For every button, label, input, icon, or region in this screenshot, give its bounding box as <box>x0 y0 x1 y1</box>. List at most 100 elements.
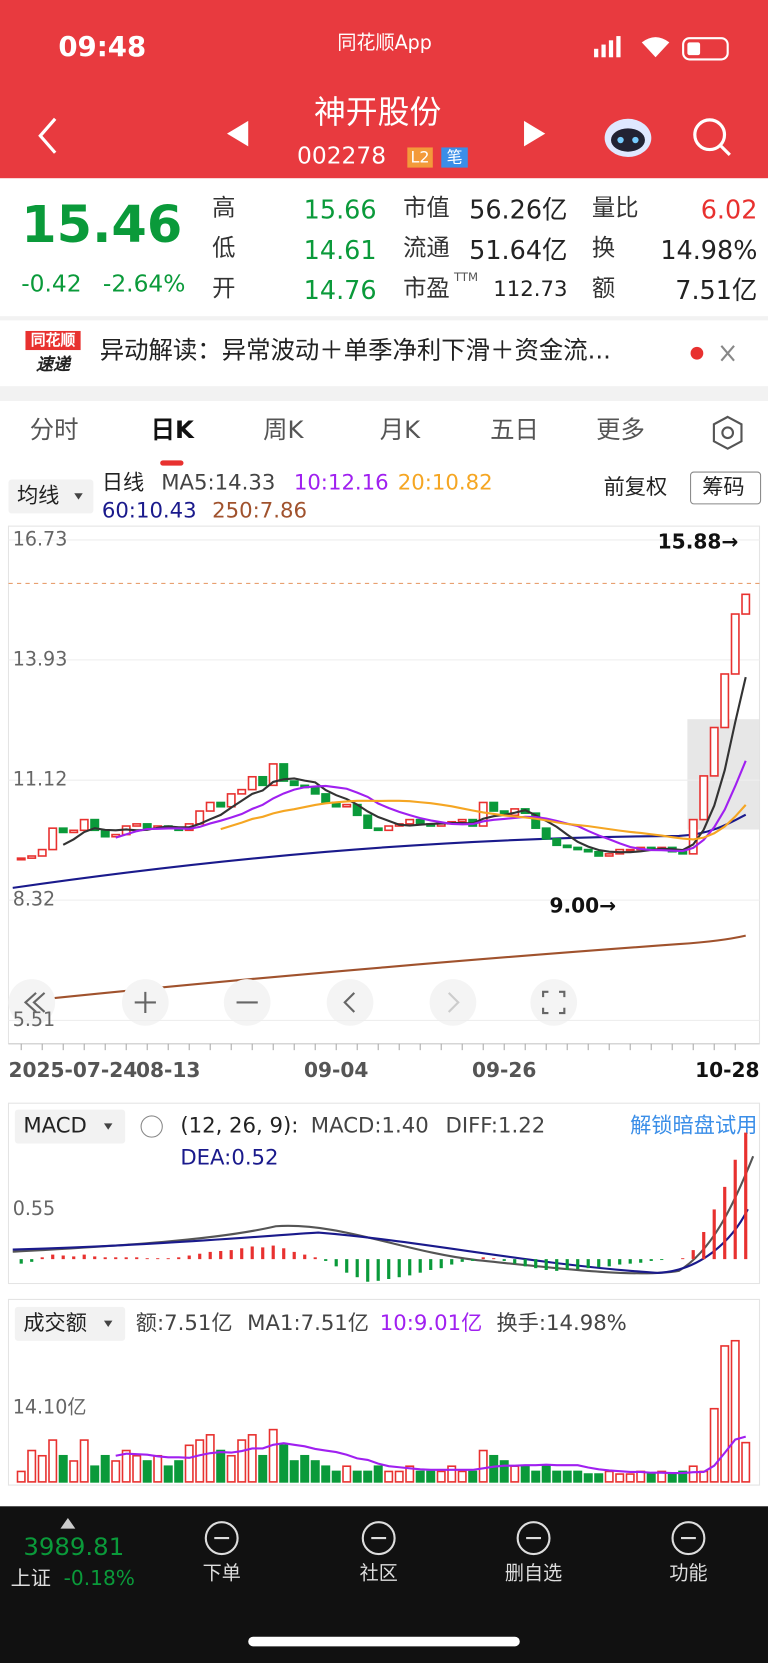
volume-bar <box>352 1470 362 1483</box>
volume-ma-line <box>115 1435 747 1475</box>
macd-select[interactable] <box>14 1109 126 1144</box>
candle <box>552 838 562 847</box>
candle <box>205 801 215 812</box>
indicator-select[interactable] <box>8 479 94 514</box>
nav-label[interactable]: 下单 <box>202 1562 241 1585</box>
candle <box>541 827 551 840</box>
volume-bar <box>226 1454 236 1483</box>
index-pct: -0.18% <box>63 1566 135 1591</box>
diff-line <box>12 1155 755 1275</box>
candle <box>562 844 572 849</box>
stock-name: 神开股份 <box>313 94 442 132</box>
ma-line <box>62 676 747 854</box>
nav-icon[interactable] <box>669 1519 707 1557</box>
stat-value: 14.61 <box>303 235 377 266</box>
next-stock[interactable] <box>522 119 547 149</box>
tab[interactable]: 更多 <box>596 416 645 445</box>
candle <box>699 775 709 821</box>
app-name: 同花顺App <box>337 31 432 55</box>
high-label: 15.88→ <box>658 530 739 554</box>
macd-value: MACD:1.40 <box>311 1114 429 1139</box>
line-type: 日线 <box>102 471 144 496</box>
y-tick-label: 13.93 <box>13 647 68 670</box>
volume-bar <box>16 1470 26 1483</box>
volume-bar <box>667 1473 677 1483</box>
candle <box>237 788 247 795</box>
back-button[interactable] <box>32 115 64 157</box>
volume-bar <box>195 1439 205 1483</box>
stat-value: 15.66 <box>303 195 377 225</box>
volume-bar <box>121 1449 131 1483</box>
volume-ma1: MA1:7.51亿 <box>247 1311 369 1336</box>
y-tick-label: 14.10亿 <box>13 1396 87 1419</box>
tab[interactable]: 五日 <box>490 416 539 445</box>
candle <box>268 763 278 787</box>
chips-button[interactable] <box>690 471 762 505</box>
candle <box>363 814 373 829</box>
macd-params: (12, 26, 9): <box>180 1114 298 1139</box>
volume-bar <box>27 1449 37 1483</box>
volume-bar <box>58 1454 68 1483</box>
nav-icon[interactable] <box>514 1519 552 1557</box>
candle <box>289 780 299 787</box>
tab[interactable]: 月K <box>379 416 421 445</box>
stat-sup: TTM <box>454 270 479 285</box>
y-tick-label: 0.55 <box>13 1197 55 1220</box>
unlock-link[interactable]: 解锁暗盘试用 <box>630 1114 757 1139</box>
candle <box>321 793 331 804</box>
candle <box>27 855 37 859</box>
adjust[interactable]: 前复权 <box>604 475 668 500</box>
volume-amount: 额:7.51亿 <box>136 1311 233 1336</box>
volume-bar <box>279 1444 289 1483</box>
robot-icon[interactable] <box>600 110 655 161</box>
volume-bar <box>100 1454 110 1483</box>
volume-bar <box>615 1473 625 1483</box>
settings-icon[interactable] <box>709 414 747 452</box>
tab[interactable]: 分时 <box>29 416 79 445</box>
status-icons <box>594 36 729 61</box>
volume-bar <box>363 1470 373 1483</box>
nav-icon[interactable] <box>203 1519 241 1557</box>
stat-value: 51.64亿 <box>469 235 568 266</box>
chart-controls <box>8 979 578 1026</box>
news-text[interactable]: 异动解读：异常波动＋单季净利下滑＋资金流... <box>99 337 611 365</box>
ma-label: 20:10.82 <box>398 471 493 496</box>
control-button[interactable] <box>429 979 477 1026</box>
tab[interactable]: 周K <box>263 416 304 445</box>
ma-label: 10:12.16 <box>294 471 389 496</box>
nav-label[interactable]: 社区 <box>359 1562 398 1585</box>
control-button[interactable] <box>326 979 374 1026</box>
prev-stock[interactable] <box>225 119 250 149</box>
control-button[interactable] <box>530 979 578 1026</box>
volume-ma10: 10:9.01亿 <box>380 1311 483 1336</box>
candle <box>415 818 425 825</box>
stock-code: 002278 <box>297 143 387 170</box>
volume-bar <box>373 1465 383 1483</box>
tab-indicator <box>160 460 184 466</box>
volume-bar <box>552 1470 562 1483</box>
volume-select[interactable] <box>14 1306 126 1341</box>
nav-label[interactable]: 功能 <box>669 1562 708 1585</box>
chips: 筹码 <box>702 475 744 500</box>
candle <box>16 857 26 861</box>
news-badge: 同花顺 <box>25 330 81 351</box>
index-value[interactable]: 3989.81 <box>23 1533 125 1562</box>
volume-bar <box>541 1465 551 1483</box>
nav-icon[interactable] <box>360 1519 398 1557</box>
dea-line <box>12 1208 749 1274</box>
volume-bar <box>184 1444 194 1483</box>
volume-bar <box>499 1460 509 1483</box>
volume-bar <box>37 1454 47 1483</box>
candle <box>604 853 614 857</box>
nav-label[interactable]: 删自选 <box>504 1562 563 1585</box>
candle <box>310 786 320 795</box>
news-close[interactable] <box>687 342 740 367</box>
stat-label: 量比 <box>591 195 639 222</box>
tab[interactable]: 日K <box>150 416 194 445</box>
volume-bar <box>478 1449 488 1483</box>
volume-bar <box>310 1460 320 1483</box>
volume-bar <box>646 1473 656 1483</box>
search-icon[interactable] <box>690 115 735 160</box>
control-button[interactable] <box>8 979 56 1026</box>
